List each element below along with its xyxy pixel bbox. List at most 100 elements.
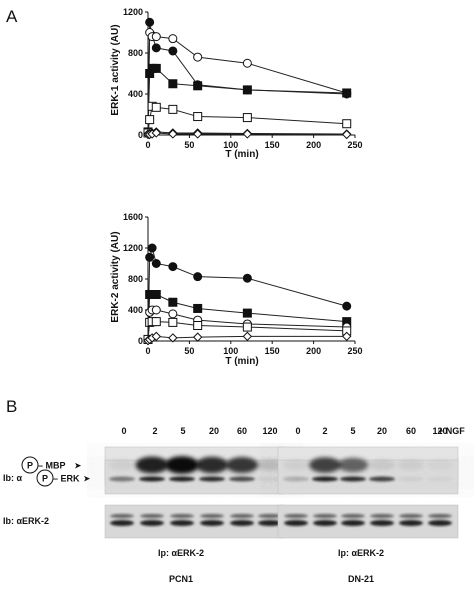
band-erk2-lower: [110, 520, 134, 526]
y-tick-label: 1200: [123, 7, 143, 17]
data-point: [242, 322, 252, 332]
mbp-label: – MBP: [38, 461, 66, 471]
band-erk2-lower: [313, 520, 337, 526]
data-point: [168, 317, 178, 327]
lane-time-label: 2: [322, 426, 327, 436]
lane-time-label: 0: [121, 426, 126, 436]
data-point: [342, 129, 352, 140]
band-perk: [398, 476, 424, 482]
band-mbp: [337, 457, 369, 473]
band-erk2-upper: [428, 514, 452, 518]
x-tick-label: 0: [145, 140, 150, 150]
data-point: [242, 273, 252, 283]
phospho-circle-icon: [21, 456, 39, 474]
band-erk2-lower: [399, 520, 423, 526]
lane-time-label: 20: [377, 426, 387, 436]
band-perk: [283, 476, 309, 482]
band-perk: [199, 476, 225, 482]
lane-labels-pcn1: 0 2 5 20 60 120: [121, 426, 277, 436]
erk-arrow-icon: ➤: [83, 474, 91, 484]
lane-time-label: 5: [180, 426, 185, 436]
phospho-circle-icon: [36, 469, 54, 487]
band-perk: [169, 476, 195, 482]
data-point: [193, 272, 203, 282]
lane-time-label: 120: [262, 426, 277, 436]
band-erk2-lower: [140, 520, 164, 526]
blot-pcn1: [104, 446, 286, 539]
band-erk2-upper: [313, 514, 337, 518]
ip-label-dn21: Ip: αERK-2: [338, 548, 384, 558]
data-point: [147, 243, 157, 253]
lane-labels-dn21: 0 2 5 20 60 120: [295, 426, 447, 436]
band-erk2-lower: [370, 520, 394, 526]
band-erk2-upper: [170, 514, 194, 518]
band-perk: [427, 477, 453, 482]
blot-strip-erk2: [277, 504, 459, 539]
blot-dn21: [277, 446, 459, 539]
series-open-diamond: [143, 331, 352, 346]
data-point: [151, 305, 161, 315]
band-perk: [312, 476, 338, 482]
y-tick-label: 800: [128, 274, 143, 284]
data-point: [151, 102, 161, 112]
data-point: [242, 85, 252, 95]
y-tick-label: 1600: [123, 212, 143, 222]
data-point: [168, 46, 178, 56]
y-tick-label: 800: [128, 48, 143, 58]
series-filled-square: [143, 63, 352, 137]
band-erk2-upper: [230, 514, 254, 518]
data-point: [342, 331, 352, 342]
x-tick-label: 100: [223, 346, 238, 356]
data-point: [168, 34, 178, 44]
lane-time-label: 20: [209, 426, 219, 436]
y-tick-label: 0: [138, 336, 143, 346]
band-mbp: [165, 456, 199, 474]
y-tick-label: 0: [138, 130, 143, 140]
erk-label: – ERK: [53, 474, 80, 484]
band-erk2-upper: [110, 514, 134, 518]
lane-time-label: 5: [350, 426, 355, 436]
mbp-row-label: P – MBP ➤: [21, 456, 82, 474]
data-point: [193, 52, 203, 62]
data-point: [168, 333, 178, 343]
data-point: [145, 115, 155, 125]
cell-line-pcn1: PCN1: [169, 574, 193, 584]
x-tick-label: 150: [265, 346, 280, 356]
cell-line-dn21: DN-21: [348, 574, 374, 584]
erk1-chart: ERK-1 activity (AU) T (min) 0 400 800 1200 0…: [110, 7, 363, 160]
western-blot-panel: 0 2 5 20 60 120 0 2 5 20 60 120 + NGF P – MBP ➤ Ib…: [3, 426, 465, 584]
band-mbp: [309, 457, 341, 473]
data-point: [193, 81, 203, 91]
erk2-row-label: Ib: αERK-2: [3, 516, 49, 526]
band-erk2-lower: [341, 520, 365, 526]
band-erk2-lower: [258, 520, 282, 526]
data-point: [242, 129, 253, 139]
erk-phospho-mark: P: [42, 474, 48, 484]
y-tick-label: 400: [128, 89, 143, 99]
band-erk2-upper: [200, 514, 224, 518]
data-point: [151, 63, 161, 73]
data-point: [168, 297, 178, 307]
data-point: [151, 259, 161, 268]
erk-row-label: Ib: α P – ERK ➤: [3, 469, 91, 487]
x-tick-label: 0: [145, 346, 150, 356]
data-point: [151, 331, 161, 342]
x-tick-label: 250: [347, 140, 362, 150]
data-point: [145, 252, 155, 262]
data-point: [192, 129, 203, 139]
data-point: [168, 104, 178, 114]
band-erk2-upper: [284, 514, 308, 518]
x-tick-label: 150: [265, 140, 280, 150]
panel-a-label: A: [6, 7, 18, 26]
data-point: [342, 301, 352, 311]
data-point: [151, 32, 161, 42]
data-point: [193, 321, 203, 330]
lane-time-label: 60: [406, 426, 416, 436]
series-line: [147, 67, 347, 132]
band-mbp: [282, 459, 310, 471]
band-erk2-lower: [428, 520, 452, 526]
band-mbp: [135, 456, 169, 474]
band-erk2-upper: [258, 514, 282, 518]
x-tick-label: 250: [347, 346, 362, 356]
